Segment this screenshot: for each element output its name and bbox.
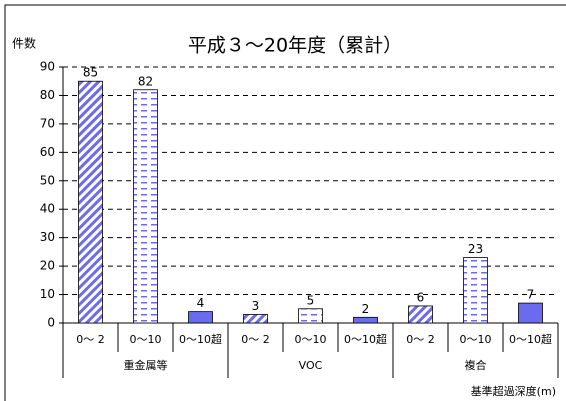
data-label: 6 (417, 290, 425, 304)
y-tick-label: 10 (40, 287, 55, 301)
frame (4, 4, 566, 401)
x-tick-label: 0～10超 (179, 332, 222, 346)
bar (188, 311, 213, 324)
y-tick-label: 40 (40, 202, 55, 216)
y-axis-label: 件数 (12, 36, 36, 51)
data-label: 2 (362, 302, 370, 316)
y-tick-label: 30 (40, 230, 55, 244)
y-tick-label: 50 (40, 173, 55, 187)
y-tick-label: 70 (40, 116, 55, 130)
y-tick-label: 20 (40, 259, 55, 273)
group-label: 重金属等 (124, 358, 168, 372)
bar (408, 305, 433, 324)
chart-title: 平成３～20年度（累計） (188, 35, 402, 57)
x-axis-label: 基準超過深度(m) (471, 384, 556, 398)
x-tick-label: 0～10超 (344, 332, 387, 346)
bar (243, 314, 268, 324)
data-label: 5 (307, 293, 315, 307)
data-label: 3 (252, 299, 260, 313)
bar (463, 257, 488, 324)
y-tick-label: 80 (40, 88, 55, 102)
y-tick-label: 0 (47, 316, 55, 330)
bar (518, 302, 543, 324)
data-label: 7 (527, 288, 535, 302)
x-tick-label: 0～10 (460, 333, 492, 346)
group-label: 複合 (465, 358, 487, 372)
bar (298, 308, 323, 324)
bar (133, 89, 158, 324)
x-tick-label: 0～10 (130, 333, 162, 346)
x-tick-label: 0～10超 (509, 332, 552, 346)
y-tick-label: 90 (40, 60, 55, 74)
x-tick-label: 0～ 2 (241, 333, 270, 346)
y-tick-label: 60 (40, 145, 55, 159)
data-label: 4 (197, 296, 205, 310)
data-label: 85 (83, 66, 98, 80)
x-tick-label: 0～ 2 (76, 333, 105, 346)
group-label: VOC (299, 359, 323, 372)
bar (353, 316, 378, 324)
data-label: 23 (468, 242, 483, 256)
x-tick-label: 0～10 (295, 333, 327, 346)
data-label: 82 (138, 74, 153, 88)
bar (78, 80, 103, 324)
x-tick-label: 0～ 2 (406, 333, 435, 346)
